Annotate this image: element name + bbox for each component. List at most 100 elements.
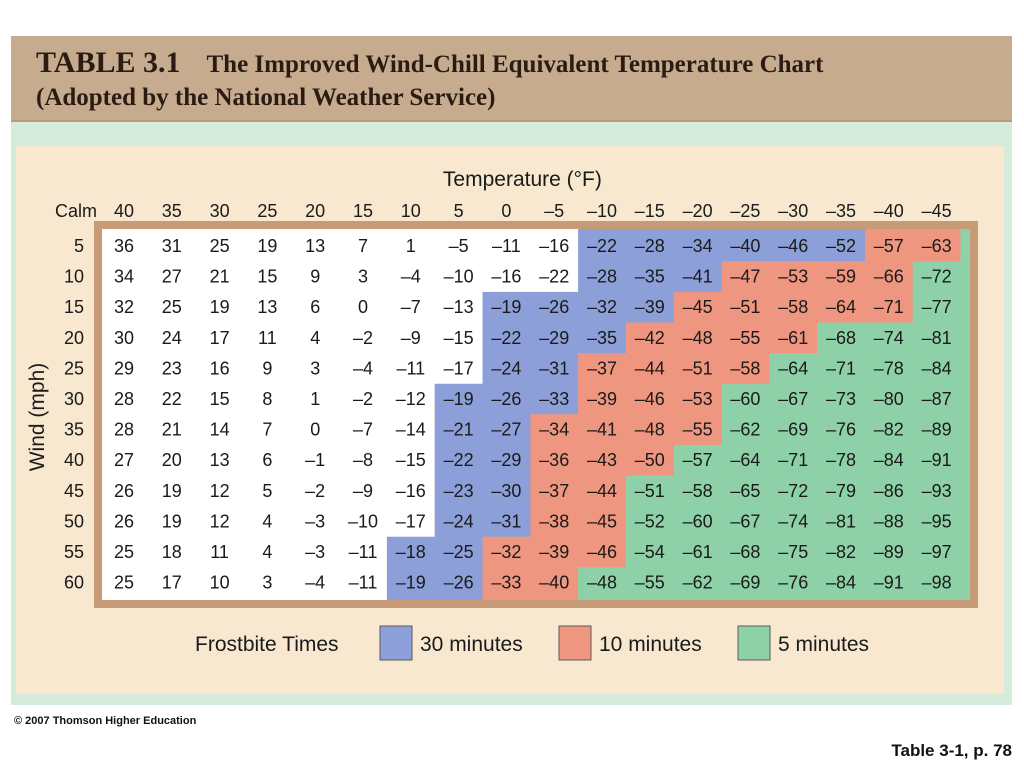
wind-chill-value: 3 (358, 267, 368, 287)
wind-chill-value: –26 (491, 389, 521, 409)
wind-chill-value: 27 (162, 267, 182, 287)
wind-chill-value: –58 (778, 297, 808, 317)
wind-chill-chart: Temperature (°F)Calm 40 35 30 25 20 15 10 5 0 –5 –1… (26, 168, 978, 661)
temperature-label: 20 (305, 201, 325, 221)
wind-chill-value: –37 (539, 481, 569, 501)
wind-chill-value: –55 (730, 328, 760, 348)
wind-chill-value: 1 (310, 389, 320, 409)
wind-chill-value: 0 (310, 420, 320, 440)
wind-chill-value: –4 (305, 573, 325, 593)
wind-chill-value: –89 (874, 542, 904, 562)
wind-chill-value: –84 (826, 573, 856, 593)
wind-chill-value: –64 (826, 297, 856, 317)
wind-chill-value: –98 (922, 573, 952, 593)
temperature-axis-title: Temperature (°F) (443, 168, 602, 191)
wind-chill-value: –46 (778, 236, 808, 256)
wind-chill-value: –55 (683, 420, 713, 440)
wind-axis-title: Wind (mph) (26, 363, 49, 472)
wind-chill-value: –61 (683, 542, 713, 562)
wind-chill-value: –71 (778, 450, 808, 470)
wind-chill-value: 1 (406, 236, 416, 256)
wind-chill-value: –39 (587, 389, 617, 409)
wind-chill-value: –64 (778, 358, 808, 378)
legend-swatch (558, 625, 592, 661)
wind-chill-value: –53 (778, 267, 808, 287)
wind-chill-value: –33 (539, 389, 569, 409)
temperature-label: 35 (162, 201, 182, 221)
wind-chill-value: –64 (730, 450, 760, 470)
wind-chill-value: –65 (730, 481, 760, 501)
wind-speed-label: 55 (64, 542, 84, 562)
wind-chill-value: –67 (730, 511, 760, 531)
wind-chill-value: –43 (587, 450, 617, 470)
wind-chill-value: –42 (635, 328, 665, 348)
wind-chill-value: –63 (922, 236, 952, 256)
wind-chill-value: –15 (396, 450, 426, 470)
wind-chill-value: –19 (396, 573, 426, 593)
wind-chill-value: –16 (539, 236, 569, 256)
legend-swatch (379, 625, 413, 661)
wind-chill-value: –97 (922, 542, 952, 562)
wind-chill-value: 26 (114, 511, 134, 531)
wind-chill-value: 20 (162, 450, 182, 470)
wind-speed-label: 20 (64, 328, 84, 348)
wind-chill-value: 4 (310, 328, 320, 348)
wind-chill-value: 3 (262, 573, 272, 593)
wind-chill-value: –58 (730, 358, 760, 378)
wind-chill-value: 9 (310, 267, 320, 287)
wind-chill-value: –40 (730, 236, 760, 256)
wind-chill-value: –22 (587, 236, 617, 256)
wind-chill-value: –62 (730, 420, 760, 440)
wind-chill-value: –7 (353, 420, 373, 440)
legend-swatch (737, 625, 771, 661)
wind-chill-value: –11 (349, 573, 378, 593)
wind-chill-value: 21 (210, 267, 230, 287)
wind-chill-value: 23 (162, 358, 182, 378)
wind-chill-value: –44 (587, 481, 617, 501)
temperature-label: 15 (353, 201, 373, 221)
temperature-label: –45 (922, 201, 952, 221)
wind-chill-value: 0 (358, 297, 368, 317)
table-heading: The Improved Wind-Chill Equivalent Tempe… (206, 51, 824, 78)
chart-panel: Temperature (°F) Calm 40 35 30 25 20 15 10 5 0 –5 –1… (16, 146, 1004, 694)
wind-chill-value: –34 (539, 420, 569, 440)
temperature-label: 5 (454, 201, 464, 221)
wind-chill-value: –2 (353, 389, 373, 409)
wind-chill-value: –3 (305, 542, 325, 562)
zone-5-minutes (578, 229, 970, 600)
wind-chill-value: 13 (257, 297, 277, 317)
temperature-label: –15 (635, 201, 665, 221)
wind-chill-value: 7 (358, 236, 368, 256)
wind-chill-value: –29 (539, 328, 569, 348)
wind-chill-value: 26 (114, 481, 134, 501)
wind-chill-value: –48 (683, 328, 713, 348)
legend-title: Frostbite Times (195, 633, 339, 656)
wind-chill-value: –80 (874, 389, 904, 409)
wind-chill-value: –72 (922, 267, 952, 287)
wind-chill-value: –84 (922, 358, 952, 378)
wind-chill-value: –95 (922, 511, 952, 531)
wind-chill-value: 32 (114, 297, 134, 317)
wind-chill-value: –12 (396, 389, 426, 409)
wind-chill-value: 25 (162, 297, 182, 317)
wind-chill-value: –11 (396, 358, 425, 378)
copyright-notice: © 2007 Thomson Higher Education (14, 715, 197, 727)
wind-chill-value: –41 (587, 420, 617, 440)
wind-chill-value: –51 (730, 297, 760, 317)
wind-chill-value: –34 (683, 236, 713, 256)
wind-chill-value: 13 (305, 236, 325, 256)
wind-chill-value: –35 (635, 267, 665, 287)
title-band: TABLE 3.1 The Improved Wind-Chill Equival… (11, 36, 1012, 122)
wind-chill-value: –26 (444, 573, 474, 593)
wind-chill-value: –16 (491, 267, 521, 287)
wind-chill-value: –28 (587, 267, 617, 287)
wind-chill-value: –58 (683, 481, 713, 501)
wind-chill-value: –67 (778, 389, 808, 409)
wind-chill-value: –9 (401, 328, 421, 348)
wind-chill-value: –84 (874, 450, 904, 470)
wind-chill-value: 5 (262, 481, 272, 501)
wind-chill-value: –35 (587, 328, 617, 348)
wind-chill-value: 22 (162, 389, 182, 409)
wind-chill-value: –72 (778, 481, 808, 501)
wind-chill-value: 15 (210, 389, 230, 409)
